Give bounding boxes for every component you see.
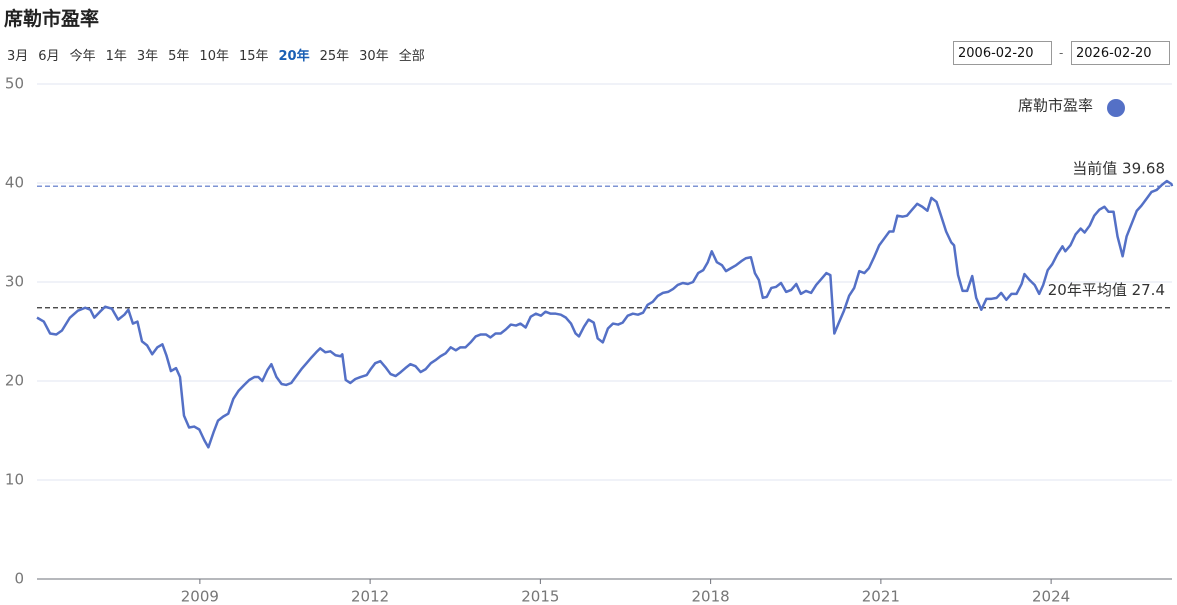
- y-tick-label: 40: [5, 174, 24, 192]
- range-button[interactable]: 10年: [199, 49, 229, 64]
- reference-label: 当前值 39.68: [1072, 160, 1165, 178]
- x-tick-label: 2021: [862, 588, 900, 605]
- range-button[interactable]: 20年: [278, 49, 310, 64]
- range-button[interactable]: 25年: [319, 49, 350, 64]
- start-date-input[interactable]: 2006-02-20: [953, 41, 1052, 65]
- date-separator: -: [1059, 46, 1064, 60]
- range-button[interactable]: 今年: [69, 49, 96, 64]
- y-tick-label: 30: [5, 273, 24, 291]
- y-tick-label: 0: [14, 570, 24, 588]
- end-date-input[interactable]: 2026-02-20: [1071, 41, 1170, 65]
- range-button[interactable]: 3月: [7, 49, 29, 64]
- range-button[interactable]: 30年: [359, 49, 389, 64]
- y-tick-label: 50: [5, 75, 24, 93]
- x-tick-label: 2012: [351, 588, 389, 605]
- reference-label: 20年平均值 27.4: [1048, 281, 1165, 299]
- x-tick-label: 2018: [692, 588, 730, 605]
- range-button[interactable]: 5年: [168, 49, 190, 64]
- range-button[interactable]: 15年: [238, 49, 269, 64]
- y-tick-label: 20: [5, 372, 24, 390]
- range-buttons: 3月 6月 今年 1年 3年 5年 10年 15年 20年 25年 30年 全部: [7, 45, 425, 64]
- range-button[interactable]: 6月: [38, 49, 60, 64]
- x-tick-label: 2015: [521, 588, 559, 605]
- legend-marker: [1107, 99, 1125, 117]
- series-line: [36, 179, 1174, 449]
- range-button[interactable]: 1年: [105, 49, 127, 64]
- range-button[interactable]: 3年: [136, 49, 159, 64]
- x-tick-label: 2009: [181, 588, 219, 605]
- y-tick-label: 10: [5, 471, 24, 489]
- page-title: 席勒市盈率: [4, 8, 100, 30]
- x-tick-label: 2024: [1032, 588, 1070, 605]
- range-button[interactable]: 全部: [398, 49, 425, 64]
- legend-label: 席勒市盈率: [1018, 97, 1093, 115]
